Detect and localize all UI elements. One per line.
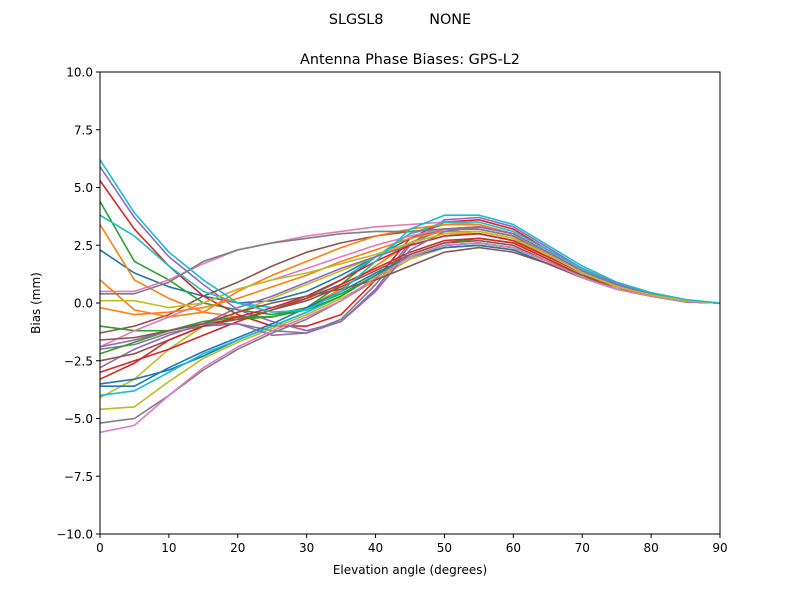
y-tick-label: −7.5 <box>64 470 93 484</box>
series-line-30 <box>99 159 721 314</box>
y-tick-label: 10.0 <box>66 66 93 80</box>
x-tick-label: 60 <box>506 541 521 555</box>
y-tick-label: −10.0 <box>56 528 93 542</box>
x-tick-label: 10 <box>161 541 176 555</box>
x-tick-label: 40 <box>368 541 383 555</box>
y-axis: 10.0 7.5 5.0 2.5 0.0 −2.5 −5.0 −7.5 −10.0 <box>56 66 100 542</box>
series-line-29 <box>100 230 721 309</box>
x-tick-label: 80 <box>643 541 658 555</box>
x-tick-label: 90 <box>712 541 727 555</box>
y-axis-label: Bias (mm) <box>29 272 43 334</box>
x-tick-label: 70 <box>575 541 590 555</box>
y-tick-label: 7.5 <box>74 123 93 137</box>
series-line-27 <box>99 242 721 434</box>
y-tick-label: −5.0 <box>64 412 93 426</box>
figure-suptitle: SLGSL8 NONE <box>329 12 471 28</box>
series-lines <box>99 159 721 434</box>
x-tick-label: 30 <box>299 541 314 555</box>
x-axis: 0 10 20 30 40 50 60 70 80 90 <box>96 534 728 555</box>
chart-title: Antenna Phase Biases: GPS-L2 <box>300 52 520 68</box>
y-tick-label: −2.5 <box>64 354 93 368</box>
y-tick-label: 0.0 <box>74 297 93 311</box>
y-tick-label: 2.5 <box>74 239 93 253</box>
x-tick-label: 0 <box>96 541 104 555</box>
y-tick-label: 5.0 <box>74 181 93 195</box>
x-axis-label: Elevation angle (degrees) <box>333 563 487 577</box>
x-tick-label: 20 <box>230 541 245 555</box>
x-tick-label: 50 <box>437 541 452 555</box>
